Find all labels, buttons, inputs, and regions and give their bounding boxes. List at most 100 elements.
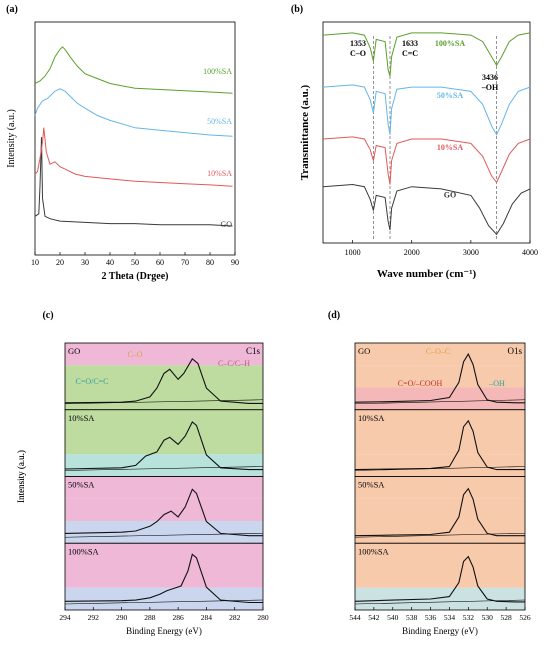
- x-tick-label-c: 284: [201, 613, 213, 622]
- annotation-b: C=C: [402, 49, 418, 58]
- x-tick-label-a: 40: [106, 258, 114, 267]
- panel-label-c: (c): [42, 310, 53, 321]
- x-tick-label-a: 20: [56, 258, 64, 267]
- spectrum-line-d: [354, 352, 525, 404]
- spectrum-line-d: [354, 487, 525, 537]
- background-band-c: [65, 409, 263, 432]
- x-tick-label-b: 1000: [345, 248, 361, 257]
- panel-label-b: (b): [291, 4, 303, 15]
- peak-label-c: C–C/C–H: [218, 359, 250, 368]
- background-band-d: [355, 476, 525, 499]
- plot-frame-a: [34, 21, 236, 256]
- subpanel-label-d: 100%SA: [358, 546, 390, 556]
- spectrum-line-c: [64, 553, 263, 604]
- x-tick-label-a: 10: [31, 258, 39, 267]
- background-band-d: [355, 587, 525, 610]
- subpanel-label-d: 50%SA: [358, 480, 385, 490]
- background-band-c: [65, 387, 263, 410]
- x-axis-label-a: 2 Theta (Drgee): [101, 271, 168, 282]
- x-tick-label-a: 60: [156, 258, 164, 267]
- spectrum-line-d: [354, 419, 525, 471]
- peak-label-c: C=O/C=C: [75, 377, 108, 386]
- annotation-b: 3436: [482, 73, 498, 82]
- baseline-d: [354, 466, 526, 471]
- x-tick-label-d: 542: [368, 613, 380, 622]
- background-band-c: [65, 498, 263, 521]
- subpanel-label-c: GO: [68, 346, 80, 356]
- background-band-d: [355, 432, 525, 455]
- background-band-d: [355, 565, 525, 588]
- x-tick-label-c: 286: [173, 613, 185, 622]
- subpanel-label-c: 50%SA: [68, 480, 95, 490]
- series-line-b: [322, 183, 531, 236]
- y-axis-label-b: Transmittance (a.u.): [299, 84, 311, 180]
- x-tick-label-c: 290: [116, 613, 128, 622]
- x-tick-label-d: 544: [349, 613, 361, 622]
- panel-label-a: (a): [6, 4, 18, 15]
- x-tick-label-d: 534: [444, 613, 456, 622]
- y-axis-label-d: Intensity (a.u.): [16, 450, 26, 503]
- baseline-c: [64, 399, 264, 405]
- background-band-c: [65, 587, 263, 610]
- series-line-a: [34, 88, 233, 137]
- background-band-d: [355, 365, 525, 388]
- x-tick-label-d: 528: [500, 613, 512, 622]
- series-label-b: 100%SA: [435, 39, 465, 48]
- series-label-b: GO: [444, 191, 456, 200]
- series-line-b: [322, 136, 531, 185]
- background-band-d: [355, 454, 525, 477]
- annotation-b: 1633: [402, 39, 418, 48]
- background-band-c: [65, 365, 263, 388]
- x-axis-label-c: Binding Energy (eV): [126, 626, 202, 636]
- x-tick-label-b: 3000: [463, 248, 479, 257]
- x-tick-label-d: 530: [482, 613, 494, 622]
- peak-label-c: C–O: [127, 350, 142, 359]
- series-label-a: GO: [220, 220, 232, 229]
- series-line-b: [322, 84, 531, 136]
- x-axis-label-d: Binding Energy (eV): [402, 626, 478, 636]
- x-tick-label-d: 536: [425, 613, 437, 622]
- background-band-c: [65, 565, 263, 588]
- x-tick-label-a: 90: [231, 258, 239, 267]
- x-tick-label-a: 80: [206, 258, 214, 267]
- background-band-d: [355, 521, 525, 544]
- baseline-d: [354, 599, 526, 605]
- annotation-b: –OH: [481, 83, 499, 92]
- subpanel-label-c: 100%SA: [68, 546, 100, 556]
- subpanel-frame-c: [64, 542, 264, 611]
- series-label-a: 10%SA: [207, 169, 232, 178]
- x-tick-label-b: 2000: [404, 248, 420, 257]
- spectrum-line-d: [354, 555, 525, 603]
- series-line-a: [34, 127, 233, 187]
- x-tick-label-d: 526: [519, 613, 531, 622]
- x-tick-label-a: 50: [131, 258, 139, 267]
- series-label-a: 50%SA: [207, 117, 232, 126]
- y-axis-label-a: Intensity (a.u.): [6, 109, 17, 168]
- peak-label-d: –OH: [488, 379, 505, 388]
- series-label-a: 100%SA: [203, 67, 232, 76]
- series-label-b: 10%SA: [437, 143, 463, 152]
- baseline-c: [64, 466, 264, 471]
- background-band-c: [65, 343, 263, 366]
- subpanel-label-d: 10%SA: [358, 413, 385, 423]
- subpanel-frame-d: [354, 542, 526, 611]
- x-tick-label-c: 282: [229, 613, 241, 622]
- series-label-b: 50%SA: [437, 91, 463, 100]
- peak-label-d: C=O/–COOH: [398, 379, 443, 388]
- x-tick-label-a: 70: [181, 258, 189, 267]
- subpanel-label-c: 10%SA: [68, 413, 95, 423]
- background-band-c: [65, 476, 263, 499]
- series-line-a: [34, 137, 233, 227]
- x-tick-label-c: 280: [257, 613, 269, 622]
- spectrum-line-c: [64, 488, 263, 537]
- peak-label-d: C–O–C: [426, 347, 450, 356]
- corner-label-d: O1s: [507, 346, 522, 356]
- background-band-d: [355, 343, 525, 366]
- background-band-c: [65, 521, 263, 544]
- x-tick-label-d: 540: [387, 613, 399, 622]
- background-band-d: [355, 543, 525, 566]
- spectrum-line-c: [64, 421, 263, 471]
- annotation-b: 1353: [350, 39, 366, 48]
- y-axis-label-c: Intensity (a.u.): [16, 450, 26, 503]
